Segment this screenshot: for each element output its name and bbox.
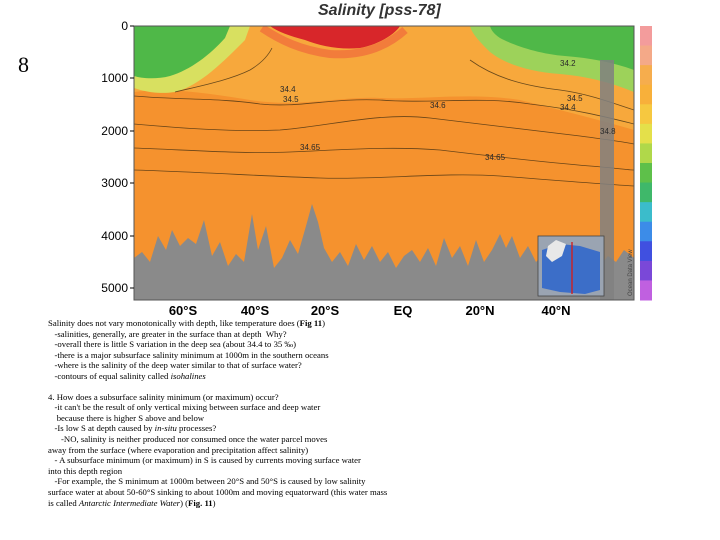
isohaline-label: 34.5 (283, 95, 299, 104)
notes-line: -there is a major subsurface salinity mi… (48, 349, 329, 360)
latitude-axis: 60°S 40°S 20°S EQ 20°N 40°N (169, 303, 571, 318)
lecture-notes: Salinity does not vary monotonically wit… (48, 318, 568, 508)
notes-line: -overall there is little S variation in … (48, 339, 297, 350)
latitude-tick-label: 60°S (169, 303, 198, 318)
latitude-tick-label: 20°N (465, 303, 494, 318)
depth-tick-label: 1000 (101, 71, 128, 85)
latitude-tick-label: 40°N (541, 303, 570, 318)
notes-line: because there is higher S above and belo… (48, 412, 205, 423)
seafloor-topography (134, 204, 634, 300)
high-salinity-halo (259, 26, 408, 59)
depth-tick-label: 5000 (101, 281, 128, 295)
notes-line: away from the surface (where evaporation… (48, 444, 309, 455)
colorbar-segment (640, 280, 652, 301)
notes-line: 4. How does a subsurface salinity minimu… (48, 391, 279, 402)
isohalines (134, 47, 634, 187)
notes-line: is called Antarctic Intermediate Water) … (48, 497, 216, 508)
plot-frame (133, 25, 635, 301)
notes-line: -salinities, generally, are greater in t… (48, 328, 287, 339)
notes-block-subsurface-minimum: 4. How does a subsurface salinity minimu… (48, 392, 568, 509)
isohaline-label: 34.2 (560, 59, 576, 68)
isohaline-label: 34.5 (567, 94, 583, 103)
colorbar-segment (640, 104, 652, 125)
colorbar-segment (640, 241, 652, 262)
notes-line: - A subsurface minimum (or maximum) in S… (48, 455, 361, 466)
depth-tick-label: 4000 (101, 229, 128, 243)
latitude-tick-label: 20°S (311, 303, 340, 318)
colorbar-segment (640, 45, 652, 66)
isohaline-label: 34.4 (560, 103, 576, 112)
colorbar-segment (640, 202, 652, 223)
notes-line: -it can't be the result of only vertical… (48, 402, 321, 413)
depth-tick-label: 0 (121, 19, 128, 33)
colorbar (640, 26, 652, 301)
inset-land (546, 240, 566, 262)
slide-number: 8 (18, 52, 29, 77)
notes-line: -NO, salinity is neither produced nor co… (48, 433, 328, 444)
colorbar-segment (640, 221, 652, 242)
latitude-tick-label: 40°S (241, 303, 270, 318)
section-title: Salinity [pss-78] (318, 2, 441, 19)
colorbar-segment (640, 26, 652, 47)
green-north-core (490, 26, 634, 70)
notes-line: -where is the salinity of the deep water… (48, 360, 302, 371)
section-field (134, 26, 634, 300)
colorbar-segment (640, 84, 652, 105)
colorbar-segment (640, 163, 652, 184)
colorbar-segment (640, 65, 652, 86)
notes-line: surface water at about 50-60°S sinking t… (48, 486, 388, 497)
latitude-tick-label: EQ (394, 303, 413, 318)
notes-line: -For example, the S minimum at 1000m bet… (48, 476, 366, 487)
isohaline-label: 34.65 (300, 143, 321, 152)
depth-tick-label: 2000 (101, 124, 128, 138)
depth-tick-label: 3000 (101, 176, 128, 190)
notes-line: Salinity does not vary monotonically wit… (48, 318, 325, 328)
notes-block-salinity: Salinity does not vary monotonically wit… (48, 318, 568, 382)
isohaline-label: 34.65 (485, 153, 506, 162)
colorbar-segment (640, 143, 652, 164)
high-salinity-core (270, 26, 400, 49)
colorbar-segment (640, 182, 652, 203)
notes-line: -Is low S at depth caused by in-situ pro… (48, 423, 217, 434)
depth-axis: 0 1000 2000 3000 4000 5000 (101, 19, 134, 295)
notes-line: -contours of equal salinity called isoha… (48, 370, 206, 381)
notes-line: into this depth region (48, 465, 123, 476)
isohaline-label: 34.8 (600, 127, 616, 136)
isohaline-label: 34.6 (430, 101, 446, 110)
inset-map (537, 235, 605, 297)
isohaline-label: 34.4 (280, 85, 296, 94)
colorbar-segment (640, 123, 652, 144)
colorbar-credit: Ocean Data View (628, 249, 634, 296)
colorbar-segment (640, 260, 652, 281)
green-low-salinity-fill (134, 26, 230, 79)
